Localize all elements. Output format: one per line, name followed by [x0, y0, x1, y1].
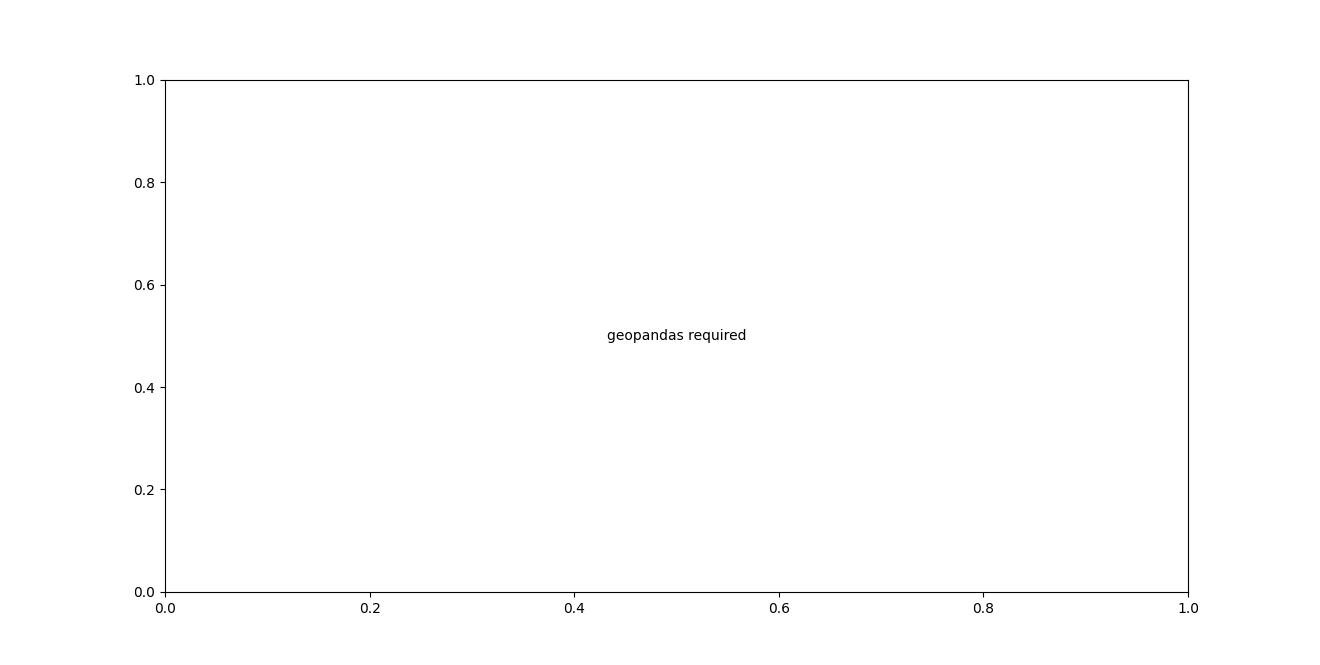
Text: geopandas required: geopandas required — [607, 329, 746, 343]
